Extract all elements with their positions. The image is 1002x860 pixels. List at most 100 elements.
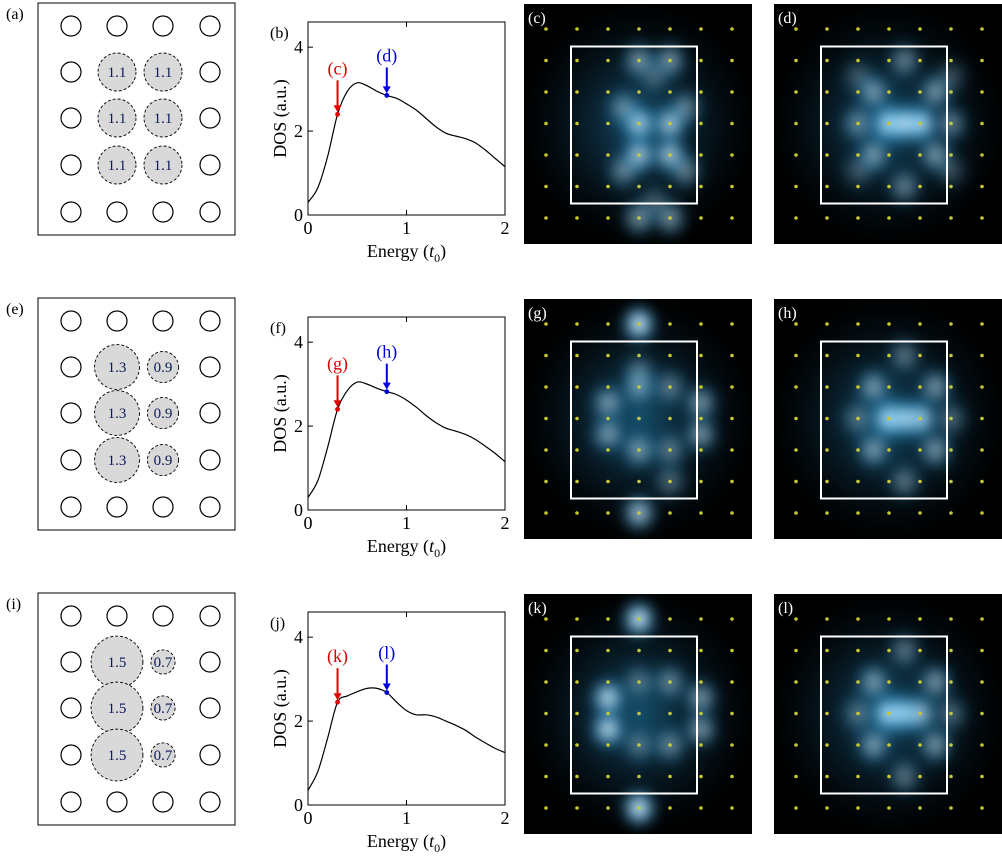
- atom-dot: [825, 648, 829, 653]
- atom-dot: [918, 617, 922, 621]
- atom-dot: [825, 617, 829, 621]
- atom-dot: [575, 216, 579, 220]
- lattice-site: [199, 791, 221, 813]
- atom-dot: [856, 743, 860, 747]
- atom-dot: [856, 806, 860, 810]
- atom-dot: [980, 774, 984, 779]
- ldos-blob: [838, 54, 878, 99]
- atom-dot: [794, 648, 798, 653]
- atom-dot: [668, 617, 672, 621]
- atom-dot: [980, 617, 984, 621]
- atom-dot: [575, 774, 579, 779]
- atom-dot: [949, 479, 953, 484]
- atom-dot: [668, 416, 672, 421]
- atom-dot: [730, 479, 734, 484]
- atom-dot: [606, 184, 610, 189]
- atom-dot: [606, 511, 610, 515]
- defect-site: [147, 444, 179, 476]
- atom-dot: [794, 121, 798, 126]
- defect-site: [143, 98, 183, 138]
- lattice-site: [60, 744, 82, 766]
- marker-point: [335, 406, 340, 412]
- lattice-site: [199, 496, 221, 518]
- lattice-site: [199, 697, 221, 719]
- marker-arrowhead: [382, 86, 391, 94]
- atom-dot: [637, 416, 641, 421]
- atom-dot: [918, 680, 922, 684]
- defect-value: 0.7: [154, 701, 173, 717]
- atom-dot: [980, 806, 984, 810]
- region-box: [570, 340, 698, 500]
- atom-dot: [637, 648, 641, 653]
- marker-point: [335, 699, 340, 705]
- ldos-blob: [634, 54, 675, 99]
- atom-dot: [794, 617, 798, 621]
- lattice-site: [106, 791, 128, 813]
- atom-dot: [575, 680, 579, 684]
- atom-dot: [825, 322, 829, 326]
- atom-dot: [949, 353, 953, 358]
- x-tick-label: 2: [501, 513, 510, 533]
- atom-dot: [794, 353, 798, 358]
- ldos-blob: [884, 396, 925, 441]
- atom-dot: [887, 216, 891, 220]
- atom-dot: [575, 648, 579, 653]
- lattice-site: [152, 496, 174, 518]
- lattice-site: [152, 791, 174, 813]
- atom-dot: [949, 680, 953, 684]
- panel-row-1: (a) 1.1 1.1 1.1 1.1 1.1 1.1 (b) 0 1 2 0 2 4 DOS (a.u.)…: [6, 2, 1002, 265]
- y-tick-label: 4: [294, 627, 303, 647]
- atom-dot: [575, 58, 579, 63]
- atom-dot: [730, 680, 734, 684]
- atom-dot: [918, 648, 922, 653]
- atom-dot: [794, 806, 798, 810]
- atom-dot: [918, 353, 922, 358]
- panel-label: (c): [528, 10, 546, 27]
- marker-label: (l): [378, 643, 395, 664]
- atom-dot: [637, 58, 641, 63]
- atom-dot: [544, 322, 548, 326]
- x-axis-label-unit: t: [429, 831, 435, 851]
- lattice-site: [60, 15, 82, 37]
- atom-dot: [918, 743, 922, 747]
- atom-dot: [980, 121, 984, 126]
- atom-dot: [699, 448, 703, 452]
- atom-dot: [887, 448, 891, 452]
- atom-dot: [918, 184, 922, 189]
- lattice-site: [60, 651, 82, 673]
- atom-dot: [856, 216, 860, 220]
- ldos-blob: [588, 675, 628, 720]
- atom-dot: [949, 617, 953, 621]
- ldos-map: (g): [524, 299, 752, 539]
- atom-dot: [794, 58, 798, 63]
- x-tick-label: 0: [304, 513, 313, 533]
- atom-dot: [606, 90, 610, 94]
- atom-dot: [980, 353, 984, 358]
- atom-dot: [980, 322, 984, 326]
- atom-dot: [544, 648, 548, 653]
- atom-dot: [730, 806, 734, 810]
- y-tick-label: 0: [294, 205, 303, 225]
- atom-dot: [637, 511, 641, 515]
- atom-dot: [918, 385, 922, 389]
- atom-dot: [887, 322, 891, 326]
- atom-dot: [668, 385, 672, 389]
- atom-dot: [825, 153, 829, 157]
- atom-dot: [949, 184, 953, 189]
- atom-dot: [794, 184, 798, 189]
- atom-dot: [544, 774, 548, 779]
- atom-dot: [544, 511, 548, 515]
- atom-dot: [637, 27, 641, 31]
- atom-dot: [949, 774, 953, 779]
- atom-dot: [575, 711, 579, 716]
- defect-value: 0.7: [154, 748, 173, 764]
- atom-dot: [699, 743, 703, 747]
- atom-dot: [887, 153, 891, 157]
- marker-label: (g): [327, 353, 348, 374]
- x-axis-label-unit: t: [429, 241, 435, 261]
- x-axis-label-text: Energy (: [367, 536, 429, 557]
- panel-label: (f): [270, 320, 286, 337]
- atom-dot: [606, 617, 610, 621]
